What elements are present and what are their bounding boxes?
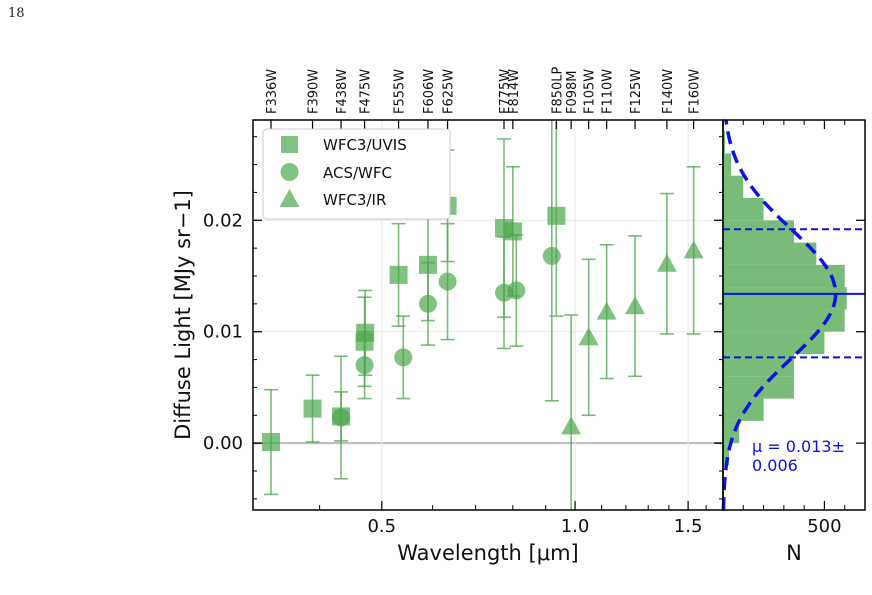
gaussian-fit-curve — [721, 119, 838, 511]
filter-label: F775W — [498, 69, 513, 114]
fit-annotation-line1: μ = 0.013± — [752, 437, 845, 456]
data-point-triangle — [596, 301, 617, 320]
x-ticks: 0.5 1.0 1.5 — [319, 501, 707, 537]
filter-label: F160W — [688, 69, 703, 114]
filter-labels: F336W F390W F438W F475W F555W F606W F625W F775W… — [265, 66, 703, 129]
histogram-panel: 500 μ = 0.013± 0.006 — [721, 119, 866, 537]
filter-label: F555W — [393, 69, 408, 114]
fit-annotation-line2: 0.006 — [752, 456, 798, 475]
data-point-circle — [394, 348, 413, 367]
x-tick-label: 1.5 — [674, 516, 703, 537]
filter-label: F125W — [629, 69, 644, 114]
filter-label: F390W — [307, 69, 322, 114]
data-point-square — [547, 206, 566, 225]
legend-label-uvis: WFC3/UVIS — [323, 136, 407, 154]
data-point-circle — [542, 246, 561, 265]
x-tick-label: 1.0 — [561, 516, 590, 537]
y-axis-title: Diffuse Light [MJy sr−1] — [171, 190, 195, 440]
histogram-bar — [723, 287, 847, 310]
data-point-circle — [438, 272, 457, 291]
legend-box — [262, 128, 451, 220]
data-point-square — [503, 222, 522, 241]
legend-label-ir: WFC3/IR — [323, 191, 386, 209]
histogram-bar — [723, 175, 744, 198]
data-point-triangle — [625, 296, 646, 315]
x-tick-label: 0.5 — [367, 516, 396, 537]
filter-label: F606W — [422, 69, 437, 114]
data-point-circle — [332, 408, 351, 427]
histogram-bar — [723, 398, 764, 421]
histogram-bar — [723, 220, 794, 243]
histogram-bar — [723, 153, 732, 176]
data-point-triangle — [561, 416, 582, 435]
filter-label: F098M — [565, 70, 580, 114]
data-point-triangle — [578, 327, 599, 346]
y-tick-label: 0.00 — [203, 433, 243, 454]
filter-label: F105W — [583, 69, 598, 114]
histogram-fit-lines — [721, 119, 865, 511]
filter-label: F625W — [442, 69, 457, 114]
legend-marker-circle — [280, 163, 299, 181]
data-markers — [261, 196, 704, 452]
data-point-square — [389, 265, 408, 284]
histogram-frame — [722, 119, 866, 511]
y-tick-label: 0.02 — [203, 210, 243, 231]
data-point-square — [261, 433, 280, 452]
data-point-circle — [507, 281, 526, 300]
histogram-bar — [723, 376, 794, 399]
histogram-x-axis-title: N — [786, 541, 802, 565]
data-point-triangle — [656, 253, 677, 272]
histogram-bar — [723, 354, 794, 377]
y-ticks: 0.00 0.01 0.02 — [203, 136, 723, 500]
legend-marker-square — [281, 136, 298, 153]
histogram-bar — [723, 331, 825, 354]
filter-label: F336W — [265, 69, 280, 114]
histogram-bar — [723, 242, 817, 265]
legend-label-acs: ACS/WFC — [323, 164, 392, 182]
filter-label: F140W — [661, 69, 676, 114]
main-scatter-plot: 0.5 1.0 1.5 0.00 0.01 0.02 F336W F390W F438W F4… — [203, 66, 724, 537]
data-point-square — [356, 323, 375, 342]
filter-label: F475W — [359, 69, 374, 114]
legend-marker-triangle — [279, 189, 300, 207]
data-point-square — [418, 255, 437, 274]
x-axis-title: Wavelength [μm] — [397, 541, 578, 565]
filter-label: F814W — [507, 69, 522, 114]
data-point-circle — [355, 356, 374, 375]
y-tick-label: 0.01 — [203, 322, 243, 343]
histogram-bar — [723, 309, 845, 332]
histogram-bar — [723, 264, 845, 288]
data-point-circle — [418, 294, 437, 313]
histogram-bar — [723, 443, 730, 466]
filter-label: F110W — [601, 69, 616, 114]
filter-label: F850LP — [550, 66, 565, 114]
hist-x-tick-label: 500 — [807, 516, 841, 537]
page-number: 18 — [8, 6, 25, 21]
legend: WFC3/UVIS ACS/WFC WFC3/IR — [262, 128, 451, 220]
histogram-bar — [723, 198, 764, 221]
filter-label: F438W — [335, 69, 350, 114]
data-point-triangle — [683, 240, 704, 259]
histogram-bars — [723, 131, 847, 466]
histogram-ticks: 500 — [742, 120, 865, 537]
histogram-bar — [723, 131, 726, 154]
data-point-square — [303, 399, 322, 418]
